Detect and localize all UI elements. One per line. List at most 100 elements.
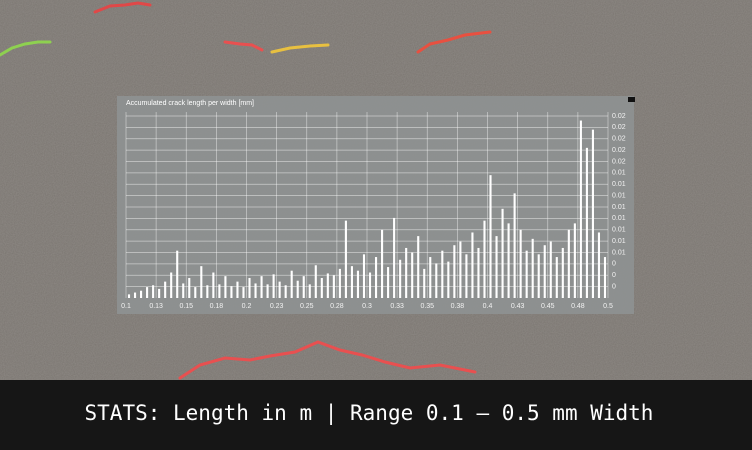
bar: [495, 236, 498, 298]
x-tick-label: 0.2: [242, 303, 252, 310]
bar: [350, 266, 353, 298]
bar: [290, 270, 293, 298]
caption: STATS: Length in m | Range 0.1 – 0.5 mm …: [85, 401, 654, 426]
y-tick-label: 0.01: [612, 227, 626, 234]
bar: [248, 277, 251, 298]
bar: [332, 275, 335, 298]
x-tick-label: 0.4: [483, 303, 493, 310]
x-tick-label: 0.33: [390, 303, 404, 310]
bar: [260, 276, 263, 298]
x-tick-label: 0.1: [121, 303, 131, 310]
bar: [477, 247, 480, 298]
bar: [573, 223, 576, 298]
bar: [513, 193, 516, 298]
bar: [296, 280, 299, 298]
minimize-button[interactable]: [628, 97, 635, 102]
bar: [356, 270, 360, 298]
bar: [272, 274, 275, 298]
x-tick-label: 0.25: [300, 303, 314, 310]
x-tick-label: 0.48: [571, 303, 585, 310]
bar: [133, 292, 137, 298]
bar: [543, 245, 546, 298]
bar: [423, 268, 426, 298]
bar: [338, 268, 341, 298]
bar: [320, 277, 323, 298]
y-tick-label: 0: [612, 272, 616, 279]
bar: [230, 286, 233, 298]
bar: [399, 259, 402, 298]
bar: [603, 257, 607, 298]
bar: [561, 247, 564, 298]
bar: [405, 247, 408, 298]
x-tick-label: 0.28: [330, 303, 344, 310]
crack: [93, 1, 152, 14]
bar: [537, 254, 540, 298]
y-tick-label: 0.02: [612, 147, 626, 154]
x-tick-label: 0.18: [210, 303, 224, 310]
bar: [254, 283, 257, 298]
x-tick-label: 0.23: [270, 303, 284, 310]
crack: [178, 340, 477, 380]
bar: [152, 285, 155, 298]
y-tick-label: 0.01: [612, 181, 626, 188]
y-tick-label: 0: [612, 261, 616, 268]
y-tick-label: 0.02: [612, 136, 626, 143]
bar: [242, 287, 245, 298]
bar: [146, 287, 149, 298]
cracks: [0, 1, 492, 380]
bar: [453, 245, 456, 298]
x-tick-label: 0.15: [179, 303, 193, 310]
bar: [188, 277, 191, 298]
bar: [519, 229, 522, 298]
bar: [236, 281, 239, 298]
bar: [176, 250, 179, 298]
chart-title: Accumulated crack length per width [mm]: [126, 100, 254, 107]
y-tick-label: 0.02: [612, 158, 626, 165]
y-tick-label: 0.02: [612, 113, 626, 120]
bar: [507, 223, 510, 298]
bar: [471, 232, 474, 298]
bar: [567, 229, 570, 298]
y-tick-label: 0.01: [612, 249, 626, 256]
bar: [182, 283, 185, 298]
bar: [429, 257, 432, 298]
x-tick-label: 0.3: [362, 303, 372, 310]
bar: [308, 284, 311, 298]
y-tick-label: 0.01: [612, 192, 626, 199]
bar: [387, 267, 390, 298]
bar: [435, 263, 438, 298]
bar: [501, 208, 504, 298]
bar: [158, 288, 161, 298]
y-tick-label: 0.02: [612, 124, 626, 131]
bar: [206, 285, 209, 298]
bar: [200, 266, 203, 298]
bar: [417, 236, 420, 298]
bar: [555, 257, 558, 298]
x-tick-label: 0.43: [511, 303, 525, 310]
bar: [164, 281, 167, 298]
crack: [270, 43, 330, 54]
bar: [314, 265, 317, 298]
bar: [170, 272, 173, 298]
bar: [531, 238, 534, 298]
bar: [459, 241, 462, 298]
bar: [266, 284, 269, 298]
crack: [416, 30, 492, 54]
x-tick-label: 0.45: [541, 303, 555, 310]
bar: [597, 232, 601, 298]
bar: [447, 261, 450, 298]
bar: [368, 272, 372, 298]
bar: [465, 254, 468, 298]
x-tick-label: 0.38: [451, 303, 465, 310]
bar: [302, 276, 305, 298]
bar: [393, 217, 396, 298]
bar: [579, 120, 582, 298]
y-tick-label: 0.01: [612, 204, 626, 211]
x-tick-label: 0.35: [420, 303, 434, 310]
crack: [0, 40, 52, 57]
bar: [326, 273, 329, 298]
y-tick-label: 0.01: [612, 215, 626, 222]
bar: [525, 250, 528, 298]
y-tick-label: 0.01: [612, 238, 626, 245]
